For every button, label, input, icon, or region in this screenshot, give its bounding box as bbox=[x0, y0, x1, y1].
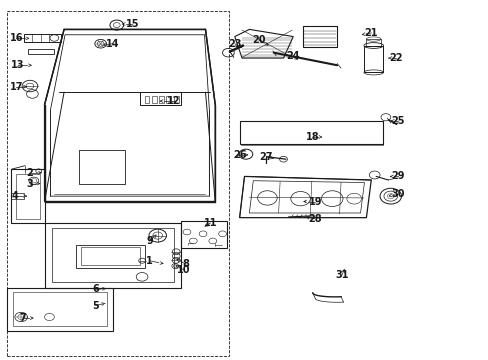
Text: 25: 25 bbox=[390, 116, 404, 126]
Text: 23: 23 bbox=[227, 39, 241, 49]
Text: 28: 28 bbox=[308, 214, 322, 224]
Text: 21: 21 bbox=[364, 28, 377, 38]
Text: 27: 27 bbox=[259, 152, 273, 162]
Text: 17: 17 bbox=[10, 82, 23, 92]
Text: 8: 8 bbox=[182, 259, 189, 269]
Text: 1: 1 bbox=[146, 256, 152, 266]
Text: 16: 16 bbox=[10, 33, 23, 43]
Text: 12: 12 bbox=[167, 96, 180, 106]
Text: 5: 5 bbox=[92, 301, 99, 311]
Text: 24: 24 bbox=[286, 51, 300, 61]
Text: 11: 11 bbox=[203, 218, 217, 228]
Text: 14: 14 bbox=[106, 39, 120, 49]
Text: 22: 22 bbox=[388, 53, 402, 63]
Text: 30: 30 bbox=[390, 189, 404, 199]
Text: 18: 18 bbox=[305, 132, 319, 142]
Text: 13: 13 bbox=[11, 60, 24, 70]
Text: 3: 3 bbox=[26, 179, 33, 189]
Text: 10: 10 bbox=[177, 265, 190, 275]
Text: 2: 2 bbox=[26, 168, 33, 178]
Text: 26: 26 bbox=[232, 150, 246, 160]
Text: 15: 15 bbox=[125, 19, 139, 29]
Text: 29: 29 bbox=[390, 171, 404, 181]
Text: 4: 4 bbox=[12, 191, 19, 201]
Text: 7: 7 bbox=[19, 313, 26, 323]
Text: 31: 31 bbox=[335, 270, 348, 280]
Text: 19: 19 bbox=[308, 197, 321, 207]
Text: 6: 6 bbox=[92, 284, 99, 294]
Text: 20: 20 bbox=[252, 35, 265, 45]
Text: 9: 9 bbox=[146, 236, 152, 246]
